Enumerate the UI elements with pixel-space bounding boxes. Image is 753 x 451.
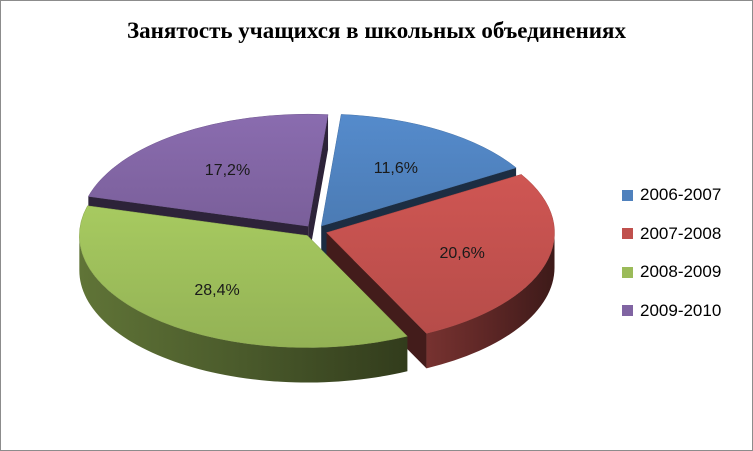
legend-item: 2007-2008: [622, 215, 721, 254]
legend-swatch: [622, 189, 633, 201]
legend-label: 2008-2009: [640, 262, 722, 282]
legend-item: 2008-2009: [622, 253, 721, 292]
chart-title: Занятость учащихся в школьных объединени…: [127, 18, 626, 43]
pie-slice: [79, 205, 408, 348]
legend-swatch: [622, 305, 633, 317]
legend-item: 2009-2010: [622, 292, 721, 331]
data-label: 28,4%: [194, 282, 239, 299]
pie-slice-side: [79, 235, 408, 383]
legend-label: 2007-2008: [640, 223, 722, 243]
pie-slice-wall: [308, 114, 329, 262]
data-label: 11,6%: [374, 160, 418, 177]
pie-slice-side: [426, 232, 555, 369]
pie-slice: [87, 113, 329, 227]
legend-label: 2009-2010: [640, 300, 722, 320]
legend: 2006-2007 2007-2008 2008-2009 2009-2010: [622, 176, 721, 330]
pie-slice: [321, 114, 517, 227]
data-label: 20,6%: [439, 245, 484, 262]
pie-slice: [326, 174, 555, 334]
legend-swatch: [622, 266, 633, 278]
legend-swatch: [622, 228, 633, 240]
legend-item: 2006-2007: [622, 176, 721, 215]
data-label: 17,2%: [205, 162, 250, 179]
legend-label: 2006-2007: [640, 185, 722, 205]
